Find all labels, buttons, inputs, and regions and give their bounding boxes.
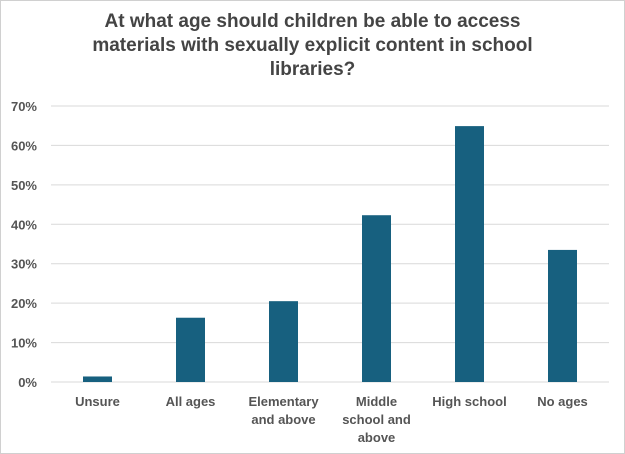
y-tick-label: 30% — [11, 257, 37, 272]
bar — [269, 301, 298, 382]
x-tick-label: and above — [251, 412, 315, 427]
y-tick-label: 0% — [18, 375, 37, 390]
x-tick-label: All ages — [166, 394, 216, 409]
x-tick-label: No ages — [537, 394, 588, 409]
y-tick-label: 20% — [11, 296, 37, 311]
y-tick-label: 60% — [11, 138, 37, 153]
x-tick-label: Elementary — [248, 394, 319, 409]
y-tick-label: 10% — [11, 336, 37, 351]
bar — [455, 126, 484, 382]
x-tick-label: Middle — [356, 394, 397, 409]
x-tick-label: High school — [432, 394, 506, 409]
bar — [362, 215, 391, 382]
chart-title-line: materials with sexually explicit content… — [92, 35, 533, 56]
x-tick-label: above — [358, 430, 396, 445]
x-tick-label: school and — [342, 412, 411, 427]
y-tick-label: 50% — [11, 178, 37, 193]
chart-title-line: At what age should children be able to a… — [104, 11, 521, 32]
bar — [83, 376, 112, 382]
bar — [176, 317, 205, 382]
bar — [548, 249, 577, 382]
x-tick-label: Unsure — [75, 394, 120, 409]
y-tick-label: 70% — [11, 99, 37, 114]
y-tick-label: 40% — [11, 217, 37, 232]
chart-title-line: libraries? — [269, 59, 356, 80]
chart-title: At what age should children be able to a… — [0, 10, 625, 82]
